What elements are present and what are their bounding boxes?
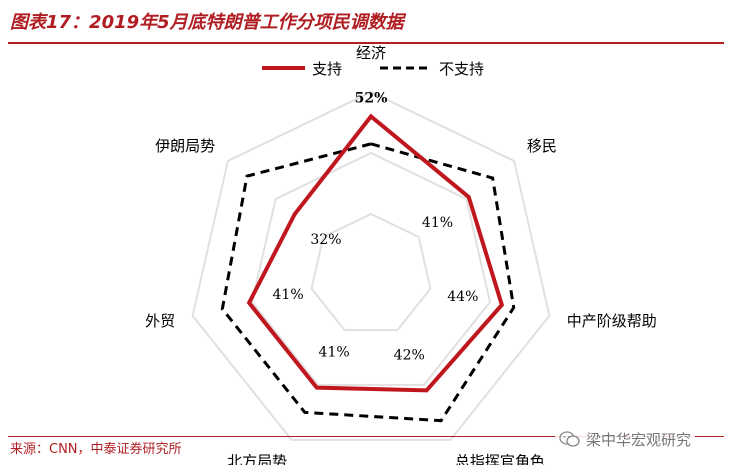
data-label-4: 42%: [394, 347, 425, 363]
footer-divider: [8, 436, 724, 437]
watermark-text: 梁中华宏观研究: [586, 430, 692, 449]
series-oppose: [220, 142, 516, 423]
grid-ring-2: [250, 151, 492, 386]
series-support: [246, 113, 505, 393]
category-label-2: 移民: [527, 137, 557, 155]
category-label-6: 外贸: [145, 312, 175, 330]
category-label-4: 总指挥官角色: [455, 453, 545, 465]
data-label-3: 44%: [447, 289, 478, 305]
grid-ring-3: [191, 90, 551, 441]
category-label-3: 中产阶级帮助: [567, 312, 657, 330]
source-note: 来源：CNN，中泰证券研究所: [10, 442, 182, 457]
legend-oppose-label: 不支持: [439, 60, 484, 78]
radar-series: [220, 113, 516, 423]
category-label-5: 北方局势: [227, 453, 287, 465]
chart-title: 图表17：2019年5月底特朗普工作分项民调数据: [10, 12, 404, 33]
data-label-6: 41%: [273, 287, 304, 303]
data-label-7: 32%: [310, 232, 341, 248]
category-label-1: 经济: [356, 44, 386, 62]
chart-legend: 支持 不支持: [262, 60, 484, 78]
radar-grid: [191, 90, 551, 441]
data-label-2: 41%: [422, 215, 453, 231]
title-divider: [8, 42, 724, 44]
data-labels: 52% 41% 44% 42% 41% 41% 32%: [273, 90, 479, 363]
grid-ring-1: [310, 212, 432, 331]
watermark: 梁中华宏观研究: [555, 426, 696, 452]
wechat-icon: [559, 431, 580, 447]
category-label-7: 伊朗局势: [155, 137, 215, 155]
data-label-1: 52%: [355, 90, 388, 106]
data-label-5: 41%: [319, 345, 350, 361]
legend-support-label: 支持: [312, 60, 342, 78]
